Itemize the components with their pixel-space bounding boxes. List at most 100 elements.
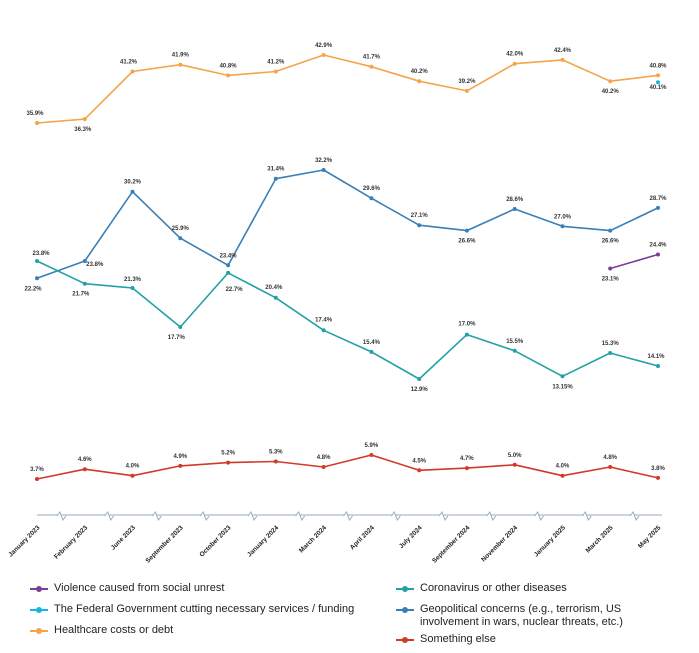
- data-point-something-else: [608, 465, 613, 469]
- data-label-geopolitical: 32.2%: [315, 158, 333, 164]
- data-label-geopolitical: 27.1%: [411, 213, 429, 219]
- x-tick-label: October 2023: [198, 524, 232, 558]
- data-label-healthcare: 41.7%: [363, 55, 381, 61]
- data-label-violence: 23.1%: [602, 277, 620, 283]
- axis-break-mark: [295, 510, 306, 522]
- legend-item-violence: Violence caused from social unrest: [30, 582, 224, 595]
- legend-label-healthcare: Healthcare costs or debt: [54, 624, 174, 636]
- x-tick-label: April 2024: [349, 524, 376, 551]
- data-label-something-else: 5.2%: [221, 451, 235, 457]
- data-label-coronavirus: 13.15%: [552, 384, 573, 390]
- data-point-geopolitical: [512, 207, 517, 211]
- data-label-coronavirus: 15.5%: [506, 339, 524, 345]
- data-point-healthcare: [321, 53, 326, 57]
- data-point-healthcare: [369, 64, 374, 69]
- data-label-healthcare: 39.2%: [458, 79, 476, 85]
- data-point-coronavirus: [35, 259, 39, 263]
- x-tick-label: September 2024: [431, 524, 471, 564]
- x-tick-label: September 2023: [144, 524, 184, 564]
- data-point-coronavirus: [321, 328, 326, 333]
- legend-swatch-coronavirus-icon: [396, 582, 414, 595]
- data-point-healthcare: [656, 73, 660, 78]
- series-line-something-else: [36, 454, 659, 480]
- data-label-healthcare: 36.3%: [74, 127, 92, 133]
- legend-label-federal-cuts: The Federal Government cutting necessary…: [54, 603, 355, 615]
- data-point-coronavirus: [369, 349, 374, 354]
- data-label-geopolitical: 29.6%: [363, 186, 381, 192]
- legend-swatch-healthcare-icon: [30, 624, 48, 637]
- data-label-geopolitical: 23.4%: [220, 253, 238, 259]
- data-point-healthcare: [82, 117, 87, 122]
- data-label-healthcare: 41.2%: [120, 60, 138, 66]
- data-point-coronavirus: [608, 351, 613, 355]
- data-point-coronavirus: [560, 374, 565, 379]
- series-line-coronavirus: [36, 260, 659, 380]
- data-point-coronavirus: [273, 295, 278, 300]
- data-label-geopolitical: 26.6%: [602, 239, 620, 245]
- series-line-healthcare: [36, 54, 659, 124]
- axis-break-mark: [247, 510, 258, 522]
- data-label-coronavirus: 14.1%: [647, 354, 665, 360]
- data-label-coronavirus: 22.7%: [226, 287, 244, 293]
- data-label-something-else: 4.7%: [460, 456, 474, 462]
- data-label-coronavirus: 17.0%: [458, 322, 476, 328]
- data-label-something-else: 4.8%: [317, 455, 331, 461]
- x-tick-label: June 2023: [110, 524, 137, 551]
- data-point-something-else: [656, 475, 660, 480]
- data-point-geopolitical: [35, 276, 39, 281]
- data-point-healthcare: [130, 69, 135, 74]
- data-label-coronavirus: 21.7%: [72, 292, 90, 298]
- line-chart: 35.9% 36.3% 41.2% 41.9% 40.8% 41.2% 42.9% 41.7%…: [7, 43, 667, 565]
- data-point-geopolitical: [417, 223, 422, 228]
- data-label-geopolitical: 25.9%: [172, 226, 190, 232]
- data-label-something-else: 5.9%: [365, 443, 379, 449]
- legend-swatch-something-else-icon: [396, 633, 414, 646]
- data-label-coronavirus: 12.9%: [411, 387, 429, 393]
- data-label-healthcare: 40.8%: [220, 63, 238, 69]
- data-point-geopolitical: [178, 236, 183, 241]
- data-point-geopolitical: [560, 224, 565, 229]
- data-point-geopolitical: [656, 205, 660, 210]
- data-label-something-else: 4.5%: [412, 458, 426, 464]
- axis-break-mark: [534, 510, 544, 522]
- legend-item-something-else: Something else: [396, 633, 496, 646]
- data-point-something-else: [464, 466, 469, 471]
- x-tick-label: March 2024: [298, 524, 328, 554]
- axis-break-mark: [152, 510, 162, 522]
- data-point-something-else: [226, 460, 231, 465]
- x-tick-label: July 2024: [398, 524, 424, 550]
- data-label-violence: 24.4%: [649, 243, 667, 249]
- data-point-healthcare: [464, 88, 469, 93]
- legend-swatch-federal-cuts-icon: [30, 603, 48, 616]
- legend-label-geopolitical: Geopolitical concerns (e.g., terrorism, …: [420, 603, 623, 628]
- data-point-healthcare: [35, 121, 39, 125]
- legend-label-coronavirus: Coronavirus or other diseases: [420, 582, 567, 594]
- data-label-healthcare: 41.2%: [267, 60, 285, 66]
- x-tick-label: November 2024: [480, 524, 519, 563]
- legend-label-something-else: Something else: [420, 633, 496, 645]
- data-label-something-else: 5.0%: [508, 453, 522, 459]
- data-point-something-else: [178, 463, 183, 468]
- data-label-coronavirus: 21.3%: [124, 277, 142, 283]
- axis-break-mark: [104, 510, 115, 522]
- x-tick-label: February 2023: [53, 524, 89, 560]
- data-point-healthcare: [273, 69, 278, 74]
- data-label-geopolitical: 30.2%: [124, 180, 142, 186]
- data-point-something-else: [35, 477, 39, 481]
- data-point-something-else: [512, 462, 517, 467]
- data-label-healthcare: 42.9%: [315, 43, 333, 49]
- data-point-coronavirus: [226, 270, 231, 275]
- data-point-geopolitical: [608, 228, 613, 233]
- data-label-healthcare: 42.0%: [506, 52, 524, 58]
- x-tick-label: January 2023: [7, 524, 41, 558]
- data-point-something-else: [321, 465, 326, 469]
- legend-item-healthcare: Healthcare costs or debt: [30, 624, 173, 637]
- x-tick-label: March 2025: [585, 524, 615, 554]
- legend-item-federal-cuts: The Federal Government cutting necessary…: [30, 603, 354, 616]
- data-point-healthcare: [608, 79, 613, 84]
- data-point-coronavirus: [417, 377, 422, 381]
- data-label-healthcare: 41.9%: [172, 53, 190, 59]
- data-point-violence: [656, 252, 660, 257]
- data-point-healthcare: [417, 79, 422, 84]
- data-point-violence: [608, 266, 613, 271]
